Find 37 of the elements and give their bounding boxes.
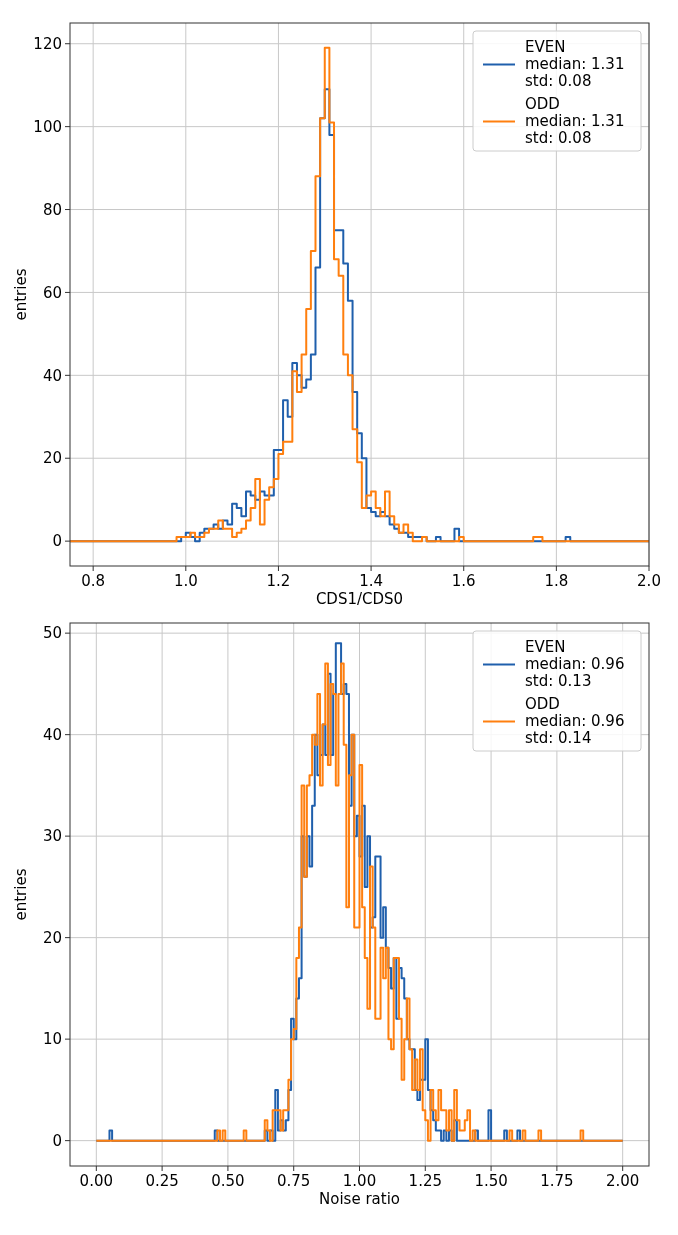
x-tick-label: 1.75 xyxy=(540,1172,574,1190)
y-tick-label: 100 xyxy=(33,117,62,136)
x-tick-label: 0.75 xyxy=(277,1172,311,1190)
x-tick-label: 0.25 xyxy=(145,1172,179,1190)
y-tick-label: 40 xyxy=(42,366,62,385)
legend-label: ODD median: 0.96 std: 0.14 xyxy=(525,695,625,747)
y-tick-label: 30 xyxy=(42,827,62,846)
x-tick-label: 0.50 xyxy=(211,1172,245,1190)
x-tick-label: 1.4 xyxy=(359,572,384,590)
legend-label: EVEN median: 0.96 std: 0.13 xyxy=(525,638,625,690)
y-tick-label: 20 xyxy=(42,928,62,947)
y-tick-label: 60 xyxy=(42,283,62,302)
x-tick-label: 0.8 xyxy=(81,572,106,590)
x-tick-label: 2.0 xyxy=(637,572,661,590)
x-tick-label: 2.00 xyxy=(605,1172,640,1190)
x-tick-label: 1.50 xyxy=(474,1172,508,1190)
y-axis-title: entries xyxy=(12,868,30,921)
y-tick-label: 50 xyxy=(42,624,62,643)
x-axis-title: Noise ratio xyxy=(319,1190,400,1208)
x-tick-label: 1.2 xyxy=(266,572,291,590)
x-tick-label: 1.6 xyxy=(451,572,476,590)
y-axis-title: entries xyxy=(12,268,30,321)
x-tick-label: 1.25 xyxy=(408,1172,442,1190)
y-tick-label: 40 xyxy=(42,725,62,744)
x-axis-title: CDS1/CDS0 xyxy=(315,590,404,608)
y-tick-label: 0 xyxy=(52,532,62,551)
y-tick-label: 20 xyxy=(42,449,62,468)
legend-label: ODD median: 1.31 std: 0.08 xyxy=(525,95,625,147)
y-tick-label: 0 xyxy=(52,1131,62,1150)
x-tick-label: 1.0 xyxy=(173,572,198,590)
y-tick-label: 80 xyxy=(42,200,62,219)
legend-label: EVEN median: 1.31 std: 0.08 xyxy=(525,38,625,90)
x-tick-label: 0.00 xyxy=(79,1172,114,1190)
x-tick-label: 1.00 xyxy=(342,1172,377,1190)
y-tick-label: 120 xyxy=(33,34,62,53)
y-tick-label: 10 xyxy=(42,1030,62,1049)
x-tick-label: 1.8 xyxy=(544,572,569,590)
